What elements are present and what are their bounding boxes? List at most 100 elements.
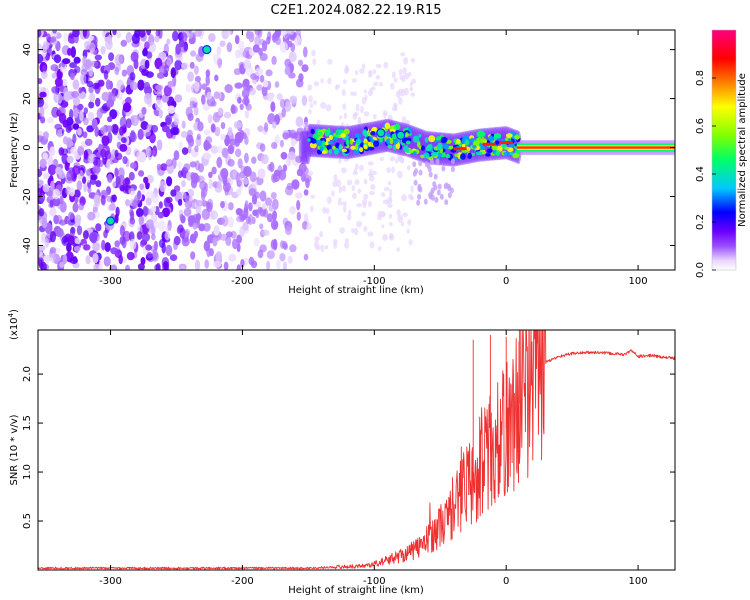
spectrogram-noise-blob — [213, 225, 220, 236]
spectrogram-noise-blob — [141, 106, 147, 115]
spectrogram-noise-blob — [121, 238, 127, 249]
spectrogram-noise-blob — [268, 92, 275, 99]
spectrogram-bright-spot — [376, 128, 386, 138]
spectrogram-noise-blob — [220, 201, 225, 209]
spectrogram-noise-blob — [90, 60, 99, 68]
spectrogram-noise-blob — [84, 138, 93, 146]
spectrogram-signal-blob — [512, 153, 520, 159]
spectrogram-noise-blob — [166, 159, 173, 167]
snr-x-tick-label: -200 — [231, 576, 254, 587]
spectrogram-noise-blob — [296, 200, 301, 211]
spectrogram-signal-blob — [359, 147, 364, 153]
spectrogram-noise-blob — [437, 183, 442, 190]
spectrogram-noise-blob — [255, 209, 260, 219]
spectrogram-noise-blob — [424, 161, 429, 168]
spectrogram-signal-blob — [345, 139, 350, 146]
spectrogram-noise-blob — [215, 251, 223, 263]
spectrogram-noise-blob — [180, 32, 188, 43]
spectrogram-noise-blob — [401, 116, 407, 125]
spectrogram-noise-blob — [242, 177, 249, 185]
spectrogram-noise-blob — [142, 205, 148, 217]
spectrogram-noise-blob — [116, 31, 122, 39]
spectrogram-noise-blob — [217, 58, 222, 69]
spectrogram-noise-blob — [261, 40, 268, 52]
spectrogram-noise-blob — [205, 75, 210, 86]
colorbar-frame — [711, 29, 737, 271]
colorbar-tick-label: 0.2 — [695, 214, 706, 230]
spectrogram-noise-blob — [59, 64, 68, 73]
spectrogram-noise-blob — [325, 104, 332, 112]
spectrogram-x-ticks: -300 -200 -100 0 100 — [99, 30, 648, 287]
spectrogram-noise-blob — [356, 203, 363, 208]
spectrogram-noise-blob — [211, 166, 217, 175]
spectrogram-noise-blob — [50, 180, 55, 192]
spectrogram-noise-blob — [412, 161, 417, 168]
spectrogram-noise-blob — [139, 183, 145, 190]
spectrogram-noise-blob — [282, 261, 288, 270]
spectrogram-noise-blob — [62, 78, 68, 87]
spectrogram-signal-blob — [454, 153, 459, 157]
spectrogram-noise-blob — [129, 238, 137, 250]
spectrogram-noise-blob — [320, 244, 325, 252]
spectrogram-noise-blob — [348, 209, 352, 216]
spectrogram-noise-blob — [143, 47, 148, 57]
spectrogram-noise-blob — [181, 147, 189, 155]
spectrogram-noise-blob — [90, 233, 98, 244]
spectrogram-noise-blob — [352, 192, 357, 200]
spectrogram-signal-blob — [354, 133, 362, 139]
spectrogram-signal-blob — [307, 138, 311, 143]
spectrogram-noise-blob — [186, 129, 193, 138]
spectrogram-noise-blob — [214, 126, 221, 137]
spectrogram-noise-blob — [69, 187, 76, 197]
spectrogram-noise-blob — [53, 54, 62, 64]
spectrogram-signal-blob — [327, 140, 334, 145]
spectrogram-noise-blob — [158, 30, 163, 39]
spectrogram-noise-blob — [196, 133, 201, 140]
spectrogram-noise-blob — [430, 159, 434, 166]
spectrogram-noise-blob — [136, 207, 144, 218]
spectrogram-carrier-core — [516, 146, 675, 149]
spectrogram-noise-blob — [38, 187, 43, 198]
spectrogram-noise-blob — [49, 246, 57, 254]
spectrogram-signal-blob — [491, 145, 498, 151]
spectrogram-noise-blob — [108, 203, 117, 211]
spectrogram-noise-blob — [356, 220, 363, 228]
spectrogram-noise-blob — [400, 52, 406, 57]
spectrogram-noise-blob — [242, 78, 250, 88]
spectrogram-noise-blob — [307, 170, 314, 176]
spectrogram-noise-blob — [320, 78, 324, 84]
spectrogram-noise-blob — [216, 46, 222, 56]
spectrogram-noise-blob — [175, 54, 183, 61]
spectrogram-noise-blob — [54, 123, 63, 130]
spectrogram-noise-blob — [153, 240, 158, 251]
spectrogram-noise-blob — [69, 226, 75, 238]
spectrogram-noise-blob — [169, 254, 178, 261]
spectrogram-signal-blob — [393, 139, 399, 145]
spectrogram-noise-blob — [279, 252, 286, 262]
spectrogram-x-tick-label: -100 — [363, 276, 386, 287]
spectrogram-signal-blob — [363, 144, 368, 150]
spectrogram-noise-blob — [179, 265, 186, 270]
spectrogram-noise-blob — [87, 211, 96, 221]
spectrogram-noise-blob — [146, 30, 152, 36]
spectrogram-noise-blob — [363, 178, 368, 185]
spectrogram-signal-blob — [386, 133, 392, 137]
spectrogram-signal-blob — [391, 133, 398, 140]
spectrogram-noise-blob — [369, 168, 373, 176]
spectrogram-noise-blob — [342, 201, 347, 206]
spectrogram-signal-blob — [472, 145, 477, 149]
spectrogram-noise-blob — [281, 151, 287, 160]
spectrogram-noise-blob — [49, 231, 57, 243]
spectrogram-noise-blob — [360, 105, 364, 114]
spectrogram-noise-blob — [259, 244, 267, 253]
spectrogram-noise-blob — [79, 110, 84, 122]
spectrogram-noise-blob — [131, 33, 140, 45]
spectrogram-signal-blob — [461, 137, 466, 144]
spectrogram-noise-blob — [111, 264, 118, 270]
spectrogram-noise-blob — [369, 190, 376, 196]
spectrogram-noise-blob — [266, 36, 271, 45]
spectrogram-noise-blob — [287, 151, 296, 161]
spectrogram-noise-blob — [144, 59, 150, 69]
spectrogram-noise-blob — [59, 261, 65, 268]
spectrogram-noise-blob — [393, 77, 398, 83]
